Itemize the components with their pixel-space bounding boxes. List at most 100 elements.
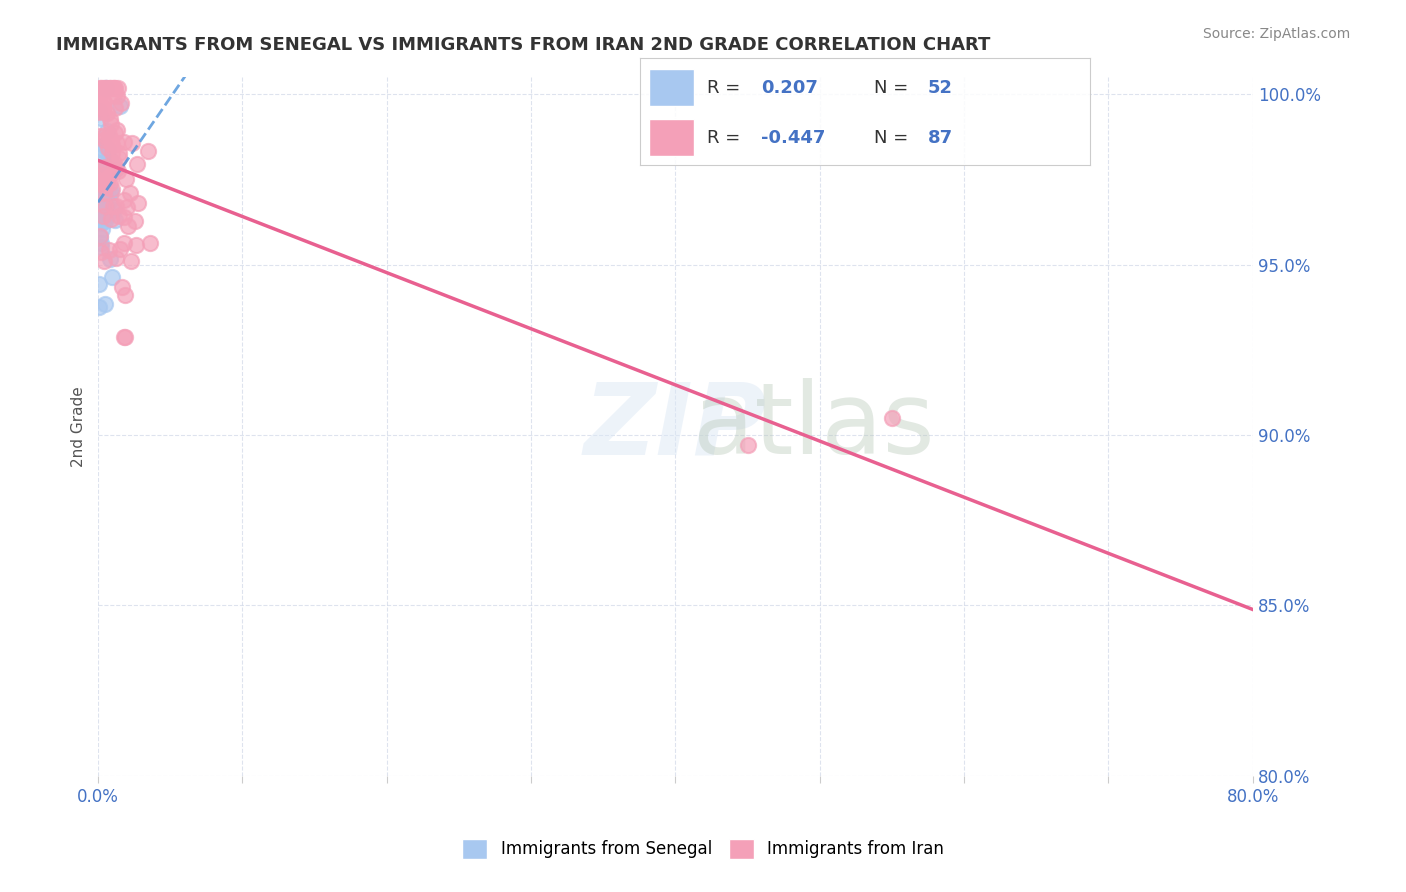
Point <box>89 156 111 170</box>
Point <box>880 411 903 425</box>
Point <box>87 128 110 143</box>
Point <box>91 142 114 156</box>
Point <box>103 199 125 213</box>
Point <box>90 203 112 218</box>
FancyBboxPatch shape <box>648 119 693 156</box>
Point <box>97 195 120 210</box>
Point <box>98 169 121 184</box>
Point <box>93 138 115 153</box>
Point <box>104 213 127 227</box>
Point <box>93 100 115 114</box>
Point <box>98 186 121 200</box>
Point <box>96 106 118 120</box>
Point <box>94 191 117 205</box>
Point <box>108 209 131 223</box>
Point <box>120 254 142 268</box>
Point <box>87 201 110 215</box>
Point <box>89 99 111 113</box>
Point <box>87 210 110 224</box>
Point <box>121 136 143 151</box>
Point <box>96 124 118 138</box>
Point <box>97 187 120 202</box>
Point <box>104 126 127 140</box>
Point <box>91 179 114 194</box>
Point <box>125 157 148 171</box>
Point <box>87 194 110 209</box>
Point <box>93 179 115 194</box>
Point <box>103 156 125 170</box>
Point <box>87 103 110 118</box>
Point <box>90 142 112 156</box>
Point <box>105 161 128 176</box>
Point <box>91 172 114 186</box>
Point <box>90 80 112 95</box>
Point <box>112 211 135 225</box>
Point <box>101 80 124 95</box>
Text: 52: 52 <box>928 79 953 97</box>
Point <box>104 161 127 176</box>
Point <box>97 243 120 257</box>
Point <box>97 128 120 143</box>
Text: R =: R = <box>707 79 747 97</box>
Point <box>90 245 112 260</box>
Point <box>112 235 135 250</box>
Point <box>112 135 135 149</box>
Point <box>90 161 112 176</box>
Point <box>87 191 110 205</box>
Point <box>100 112 122 126</box>
Point <box>105 199 128 213</box>
Point <box>100 117 122 131</box>
Point <box>87 212 110 227</box>
Point <box>117 219 139 233</box>
Point <box>103 202 125 217</box>
Point <box>96 174 118 188</box>
Point <box>94 170 117 185</box>
Point <box>93 194 115 208</box>
Point <box>124 214 146 228</box>
Point <box>87 300 110 314</box>
Point <box>90 240 112 254</box>
Text: N =: N = <box>873 79 914 97</box>
Point <box>90 222 112 236</box>
Text: IMMIGRANTS FROM SENEGAL VS IMMIGRANTS FROM IRAN 2ND GRADE CORRELATION CHART: IMMIGRANTS FROM SENEGAL VS IMMIGRANTS FR… <box>56 36 991 54</box>
Point <box>94 214 117 228</box>
Point <box>101 146 124 161</box>
Point <box>94 160 117 174</box>
Point <box>89 230 111 244</box>
Point <box>107 164 129 178</box>
Point <box>100 211 122 226</box>
Point <box>737 438 759 452</box>
Point <box>91 168 114 182</box>
Point <box>91 194 114 209</box>
Point <box>96 80 118 95</box>
Text: Source: ZipAtlas.com: Source: ZipAtlas.com <box>1202 27 1350 41</box>
Point <box>91 211 114 226</box>
Point <box>114 287 136 301</box>
Text: ZIP: ZIP <box>583 378 766 475</box>
Text: 87: 87 <box>928 129 953 147</box>
Point <box>104 80 127 95</box>
FancyBboxPatch shape <box>648 69 693 106</box>
Text: atlas: atlas <box>693 378 935 475</box>
Point <box>136 145 159 159</box>
Point <box>100 153 122 167</box>
Point <box>93 133 115 147</box>
Point <box>118 186 141 201</box>
Point <box>87 96 110 111</box>
Point <box>87 105 110 120</box>
Point <box>97 143 120 157</box>
Point <box>98 252 121 266</box>
Point <box>97 141 120 155</box>
Point <box>94 199 117 213</box>
Legend: Immigrants from Senegal, Immigrants from Iran: Immigrants from Senegal, Immigrants from… <box>456 832 950 866</box>
Point <box>93 186 115 201</box>
Text: -0.447: -0.447 <box>761 129 825 147</box>
Point <box>93 95 115 110</box>
Point <box>105 123 128 137</box>
Point <box>110 95 132 110</box>
Point <box>100 184 122 198</box>
Point <box>101 270 124 285</box>
Point <box>89 80 111 95</box>
Point <box>100 136 122 150</box>
Point <box>96 80 118 95</box>
